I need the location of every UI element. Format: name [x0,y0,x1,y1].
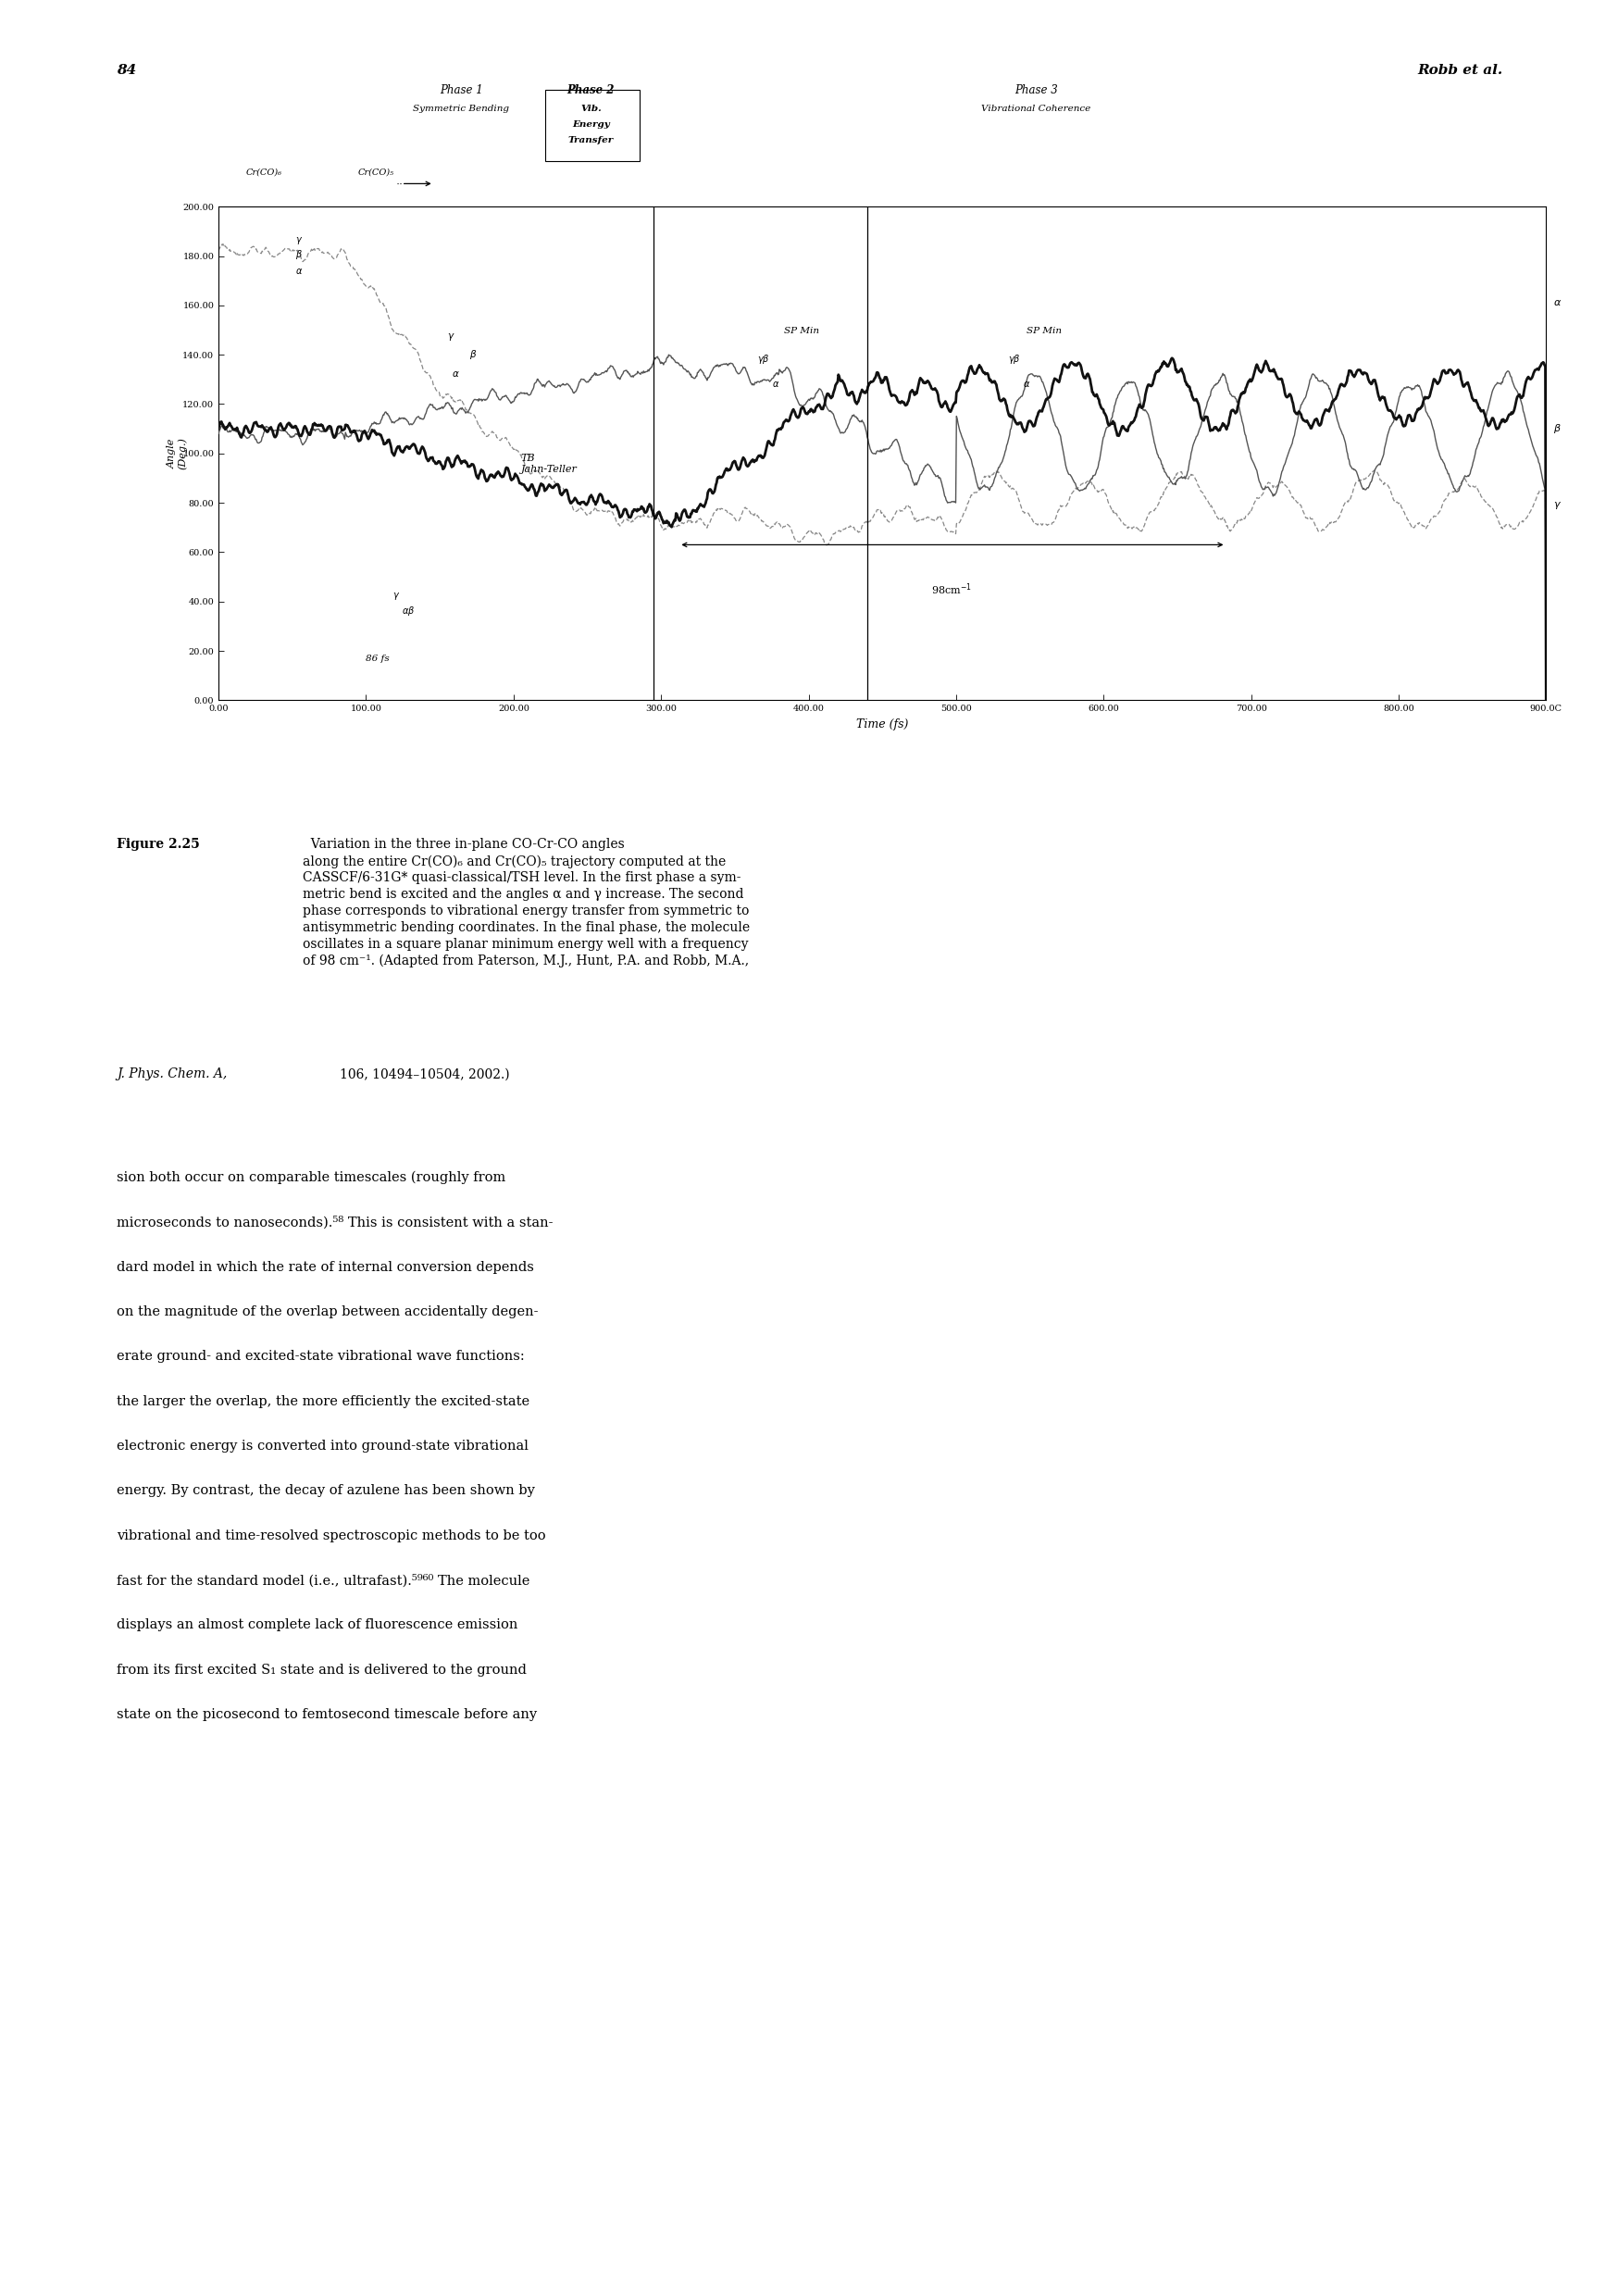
Text: $\gamma\beta$: $\gamma\beta$ [757,354,769,365]
Text: Energy: Energy [571,119,610,129]
Text: $\alpha$: $\alpha$ [294,266,303,276]
Y-axis label: Angle
(Deg.): Angle (Deg.) [167,436,188,471]
Text: $\alpha$: $\alpha$ [1023,379,1029,388]
Text: Robb et al.: Robb et al. [1416,64,1502,78]
Text: Transfer: Transfer [568,135,613,145]
Text: $\alpha$: $\alpha$ [1553,298,1561,308]
Text: Cr(CO)₅: Cr(CO)₅ [358,168,393,177]
Text: $\beta$: $\beta$ [1553,422,1561,436]
Text: energy. By contrast, the decay of azulene has been shown by: energy. By contrast, the decay of azulen… [116,1486,534,1497]
Text: $\gamma$: $\gamma$ [1553,501,1561,510]
Text: displays an almost complete lack of fluorescence emission: displays an almost complete lack of fluo… [116,1619,518,1632]
Text: Symmetric Bending: Symmetric Bending [413,103,510,113]
Text: the larger the overlap, the more efficiently the excited-state: the larger the overlap, the more efficie… [116,1396,529,1407]
Text: state on the picosecond to femtosecond timescale before any: state on the picosecond to femtosecond t… [116,1708,537,1722]
Text: 98cm$^{-1}$: 98cm$^{-1}$ [930,581,971,597]
Text: dard model in which the rate of internal conversion depends: dard model in which the rate of internal… [116,1261,534,1274]
Text: 106, 10494–10504, 2002.): 106, 10494–10504, 2002.) [340,1068,510,1081]
Text: 84: 84 [116,64,136,78]
Text: TB
Jahn-Teller: TB Jahn-Teller [521,455,578,475]
Text: $\gamma\beta$: $\gamma\beta$ [1006,354,1019,365]
Text: Phase 1: Phase 1 [440,85,482,96]
Text: microseconds to nanoseconds).⁵⁸ This is consistent with a stan-: microseconds to nanoseconds).⁵⁸ This is … [116,1217,553,1228]
Text: $\alpha\beta$: $\alpha\beta$ [401,604,414,618]
Text: $\alpha$: $\alpha$ [772,379,778,388]
Text: $\gamma$: $\gamma$ [393,590,400,602]
Text: on the magnitude of the overlap between accidentally degen-: on the magnitude of the overlap between … [116,1304,537,1318]
Text: from its first excited S₁ state and is delivered to the ground: from its first excited S₁ state and is d… [116,1662,526,1676]
Text: $\alpha$: $\alpha$ [451,370,460,379]
Text: $\beta$: $\beta$ [469,349,477,360]
Text: sion both occur on comparable timescales (roughly from: sion both occur on comparable timescales… [116,1171,505,1185]
Text: erate ground- and excited-state vibrational wave functions:: erate ground- and excited-state vibratio… [116,1350,524,1364]
Text: Phase 3: Phase 3 [1014,85,1057,96]
X-axis label: Time (fs): Time (fs) [856,719,908,730]
Text: fast for the standard model (i.e., ultrafast).⁵⁹⁠⁶⁰ The molecule: fast for the standard model (i.e., ultra… [116,1575,529,1587]
Text: Variation in the three in-plane CO-Cr-CO angles
along the entire Cr(CO)₆ and Cr(: Variation in the three in-plane CO-Cr-CO… [303,838,749,967]
Text: Cr(CO)₆: Cr(CO)₆ [246,168,282,177]
Text: $\gamma$: $\gamma$ [294,234,303,246]
Text: $\gamma$: $\gamma$ [447,333,455,342]
Text: Figure 2.25: Figure 2.25 [116,838,199,852]
Text: J. Phys. Chem. A,: J. Phys. Chem. A, [116,1068,227,1081]
Text: vibrational and time-resolved spectroscopic methods to be too: vibrational and time-resolved spectrosco… [116,1529,545,1543]
Text: Vib.: Vib. [579,103,602,113]
Text: 86 fs: 86 fs [366,654,390,664]
Text: Phase 2: Phase 2 [566,85,615,96]
Text: Vibrational Coherence: Vibrational Coherence [981,103,1091,113]
Text: electronic energy is converted into ground-state vibrational: electronic energy is converted into grou… [116,1440,527,1453]
Text: SP Min: SP Min [1026,326,1061,335]
Text: $\beta$: $\beta$ [294,248,303,262]
Text: SP Min: SP Min [783,326,819,335]
